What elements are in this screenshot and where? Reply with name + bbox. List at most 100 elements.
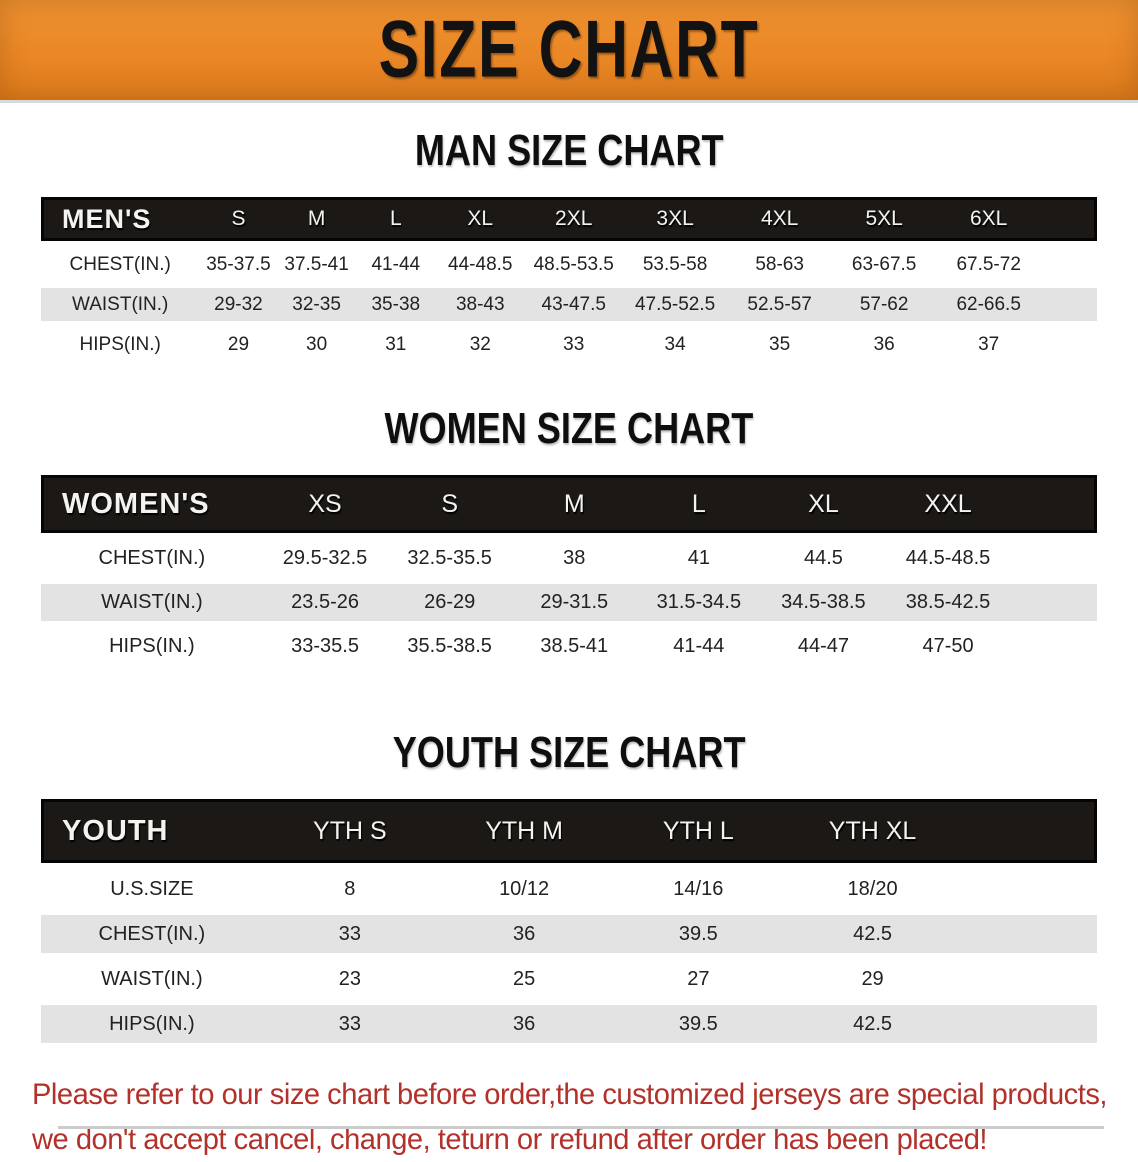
measure-cell: 39.5 <box>611 1005 786 1043</box>
disclaimer-text: Please refer to our size chart before or… <box>0 1072 1138 1162</box>
women-header-spacer <box>1010 475 1097 533</box>
measure-cell: 33-35.5 <box>262 628 388 665</box>
women-section-heading: WOMEN SIZE CHART <box>0 404 1138 454</box>
men-group-label: MEN'S <box>41 197 200 241</box>
measure-cell: 8 <box>262 870 437 908</box>
man-heading-text: MAN SIZE CHART <box>414 126 724 175</box>
women-chest-row: CHEST(IN.) 29.5-32.5 32.5-35.5 38 41 44.… <box>41 540 1097 577</box>
row-label: HIPS(IN.) <box>41 328 200 361</box>
row-label: CHEST(IN.) <box>41 915 263 953</box>
measure-cell: 31 <box>355 328 436 361</box>
measure-cell: 27 <box>611 960 786 998</box>
men-size-header: 4XL <box>727 197 832 241</box>
row-label: WAIST(IN.) <box>41 960 263 998</box>
men-size-header: L <box>355 197 436 241</box>
measure-cell: 29.5-32.5 <box>262 540 388 577</box>
disclaimer-line-2: we don't accept cancel, change, teturn o… <box>32 1123 988 1156</box>
measure-cell: 35 <box>727 328 832 361</box>
measure-cell: 32-35 <box>277 288 356 321</box>
row-spacer <box>1010 628 1097 665</box>
measure-cell: 29 <box>785 960 960 998</box>
men-size-table: MEN'S S M L XL 2XL 3XL 4XL 5XL 6XL CHEST… <box>41 190 1097 368</box>
youth-waist-row: WAIST(IN.) 23 25 27 29 <box>41 960 1097 998</box>
measure-cell: 36 <box>831 328 937 361</box>
measure-cell: 63-67.5 <box>831 248 937 281</box>
row-label: U.S.SIZE <box>41 870 263 908</box>
measure-cell: 38 <box>511 540 637 577</box>
youth-heading-text: YOUTH SIZE CHART <box>392 728 746 777</box>
women-size-header: M <box>511 475 637 533</box>
measure-cell: 29-31.5 <box>511 584 637 621</box>
measure-cell: 67.5-72 <box>936 248 1041 281</box>
measure-cell: 57-62 <box>831 288 937 321</box>
measure-cell: 35-38 <box>355 288 436 321</box>
women-size-table: WOMEN'S XS S M L XL XXL CHEST(IN.) 29.5-… <box>41 468 1097 672</box>
men-header-row: MEN'S S M L XL 2XL 3XL 4XL 5XL 6XL <box>41 197 1097 241</box>
measure-cell: 34.5-38.5 <box>761 584 886 621</box>
measure-cell: 29 <box>199 328 278 361</box>
measure-cell: 29-32 <box>199 288 278 321</box>
youth-size-header: YTH M <box>436 799 612 863</box>
row-spacer <box>1040 288 1097 321</box>
measure-cell: 23 <box>262 960 437 998</box>
measure-cell: 37.5-41 <box>277 248 356 281</box>
women-group-label: WOMEN'S <box>41 475 263 533</box>
men-size-header: 2XL <box>524 197 623 241</box>
youth-hips-row: HIPS(IN.) 33 36 39.5 42.5 <box>41 1005 1097 1043</box>
measure-cell: 44.5-48.5 <box>885 540 1011 577</box>
measure-cell: 44-47 <box>761 628 886 665</box>
women-heading-text: WOMEN SIZE CHART <box>384 404 754 453</box>
row-spacer <box>1010 540 1097 577</box>
youth-header-spacer <box>959 799 1097 863</box>
disclaimer-line-1: Please refer to our size chart before or… <box>32 1078 1107 1111</box>
measure-cell: 37 <box>936 328 1041 361</box>
measure-cell: 34 <box>622 328 728 361</box>
men-header-spacer <box>1040 197 1097 241</box>
youth-ussize-row: U.S.SIZE 8 10/12 14/16 18/20 <box>41 870 1097 908</box>
measure-cell: 62-66.5 <box>936 288 1041 321</box>
measure-cell: 43-47.5 <box>524 288 623 321</box>
women-size-header: XL <box>761 475 886 533</box>
measure-cell: 30 <box>277 328 356 361</box>
men-size-header: 3XL <box>622 197 728 241</box>
measure-cell: 33 <box>262 1005 437 1043</box>
row-spacer <box>1010 584 1097 621</box>
women-header-row: WOMEN'S XS S M L XL XXL <box>41 475 1097 533</box>
women-hips-row: HIPS(IN.) 33-35.5 35.5-38.5 38.5-41 41-4… <box>41 628 1097 665</box>
row-spacer <box>959 1005 1097 1043</box>
measure-cell: 44.5 <box>761 540 886 577</box>
measure-cell: 35-37.5 <box>199 248 278 281</box>
measure-cell: 58-63 <box>727 248 832 281</box>
men-chest-row: CHEST(IN.) 35-37.5 37.5-41 41-44 44-48.5… <box>41 248 1097 281</box>
youth-size-header: YTH S <box>262 799 437 863</box>
youth-size-header: YTH L <box>611 799 786 863</box>
bottom-divider <box>58 1126 1104 1129</box>
measure-cell: 33 <box>262 915 437 953</box>
youth-chest-row: CHEST(IN.) 33 36 39.5 42.5 <box>41 915 1097 953</box>
row-spacer <box>959 960 1097 998</box>
row-label: CHEST(IN.) <box>41 248 200 281</box>
measure-cell: 26-29 <box>387 584 512 621</box>
women-waist-row: WAIST(IN.) 23.5-26 26-29 29-31.5 31.5-34… <box>41 584 1097 621</box>
banner-title: SIZE CHART <box>378 4 760 95</box>
measure-cell: 25 <box>436 960 612 998</box>
measure-cell: 47.5-52.5 <box>622 288 728 321</box>
row-label: WAIST(IN.) <box>41 584 263 621</box>
row-label: HIPS(IN.) <box>41 628 263 665</box>
measure-cell: 14/16 <box>611 870 786 908</box>
measure-cell: 38-43 <box>435 288 525 321</box>
row-label: WAIST(IN.) <box>41 288 200 321</box>
row-label: CHEST(IN.) <box>41 540 263 577</box>
women-size-header: XS <box>262 475 388 533</box>
measure-cell: 44-48.5 <box>435 248 525 281</box>
measure-cell: 35.5-38.5 <box>387 628 512 665</box>
row-spacer <box>959 870 1097 908</box>
measure-cell: 31.5-34.5 <box>636 584 762 621</box>
men-size-header: S <box>199 197 278 241</box>
youth-size-header: YTH XL <box>785 799 960 863</box>
men-hips-row: HIPS(IN.) 29 30 31 32 33 34 35 36 37 <box>41 328 1097 361</box>
measure-cell: 53.5-58 <box>622 248 728 281</box>
men-size-header: XL <box>435 197 525 241</box>
row-spacer <box>1040 248 1097 281</box>
measure-cell: 33 <box>524 328 623 361</box>
